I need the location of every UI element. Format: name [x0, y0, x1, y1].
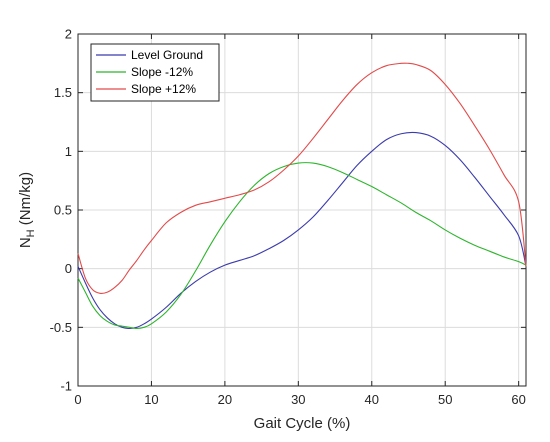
x-tick-label: 60 [511, 392, 525, 407]
y-tick-label: -0.5 [50, 320, 72, 335]
x-tick-label: 30 [291, 392, 305, 407]
y-tick-label: 1.5 [54, 85, 72, 100]
y-tick-label: -1 [60, 379, 72, 394]
y-axis-label-main: N [17, 237, 34, 248]
series-line-0 [77, 131, 527, 330]
ticks: 0 10 20 30 40 50 60 -1 -0.5 0 0.5 1 1.5 2 [50, 27, 526, 407]
series-lines [77, 62, 527, 330]
legend: Level Ground Slope -12% Slope +12% [90, 43, 220, 102]
x-tick-label: 40 [365, 392, 379, 407]
x-axis-label: Gait Cycle (%) [254, 415, 351, 432]
legend-entry: Slope -12% [131, 65, 193, 79]
x-tick-label: 0 [74, 392, 81, 407]
series-line-1 [77, 162, 527, 330]
y-axis-label-unit: (Nm/kg) [17, 172, 34, 230]
y-tick-label: 2 [65, 27, 72, 42]
y-tick-label: 0 [65, 261, 72, 276]
legend-entry: Level Ground [131, 48, 203, 62]
x-tick-label: 20 [218, 392, 232, 407]
series-line-2 [77, 62, 527, 294]
y-axis-label: NH (Nm/kg) [17, 172, 37, 248]
y-axis-label-sub: H [25, 229, 37, 237]
y-tick-label: 1 [65, 144, 72, 159]
x-tick-label: 10 [144, 392, 158, 407]
x-tick-label: 50 [438, 392, 452, 407]
legend-entry: Slope +12% [131, 82, 196, 96]
y-tick-label: 0.5 [54, 203, 72, 218]
